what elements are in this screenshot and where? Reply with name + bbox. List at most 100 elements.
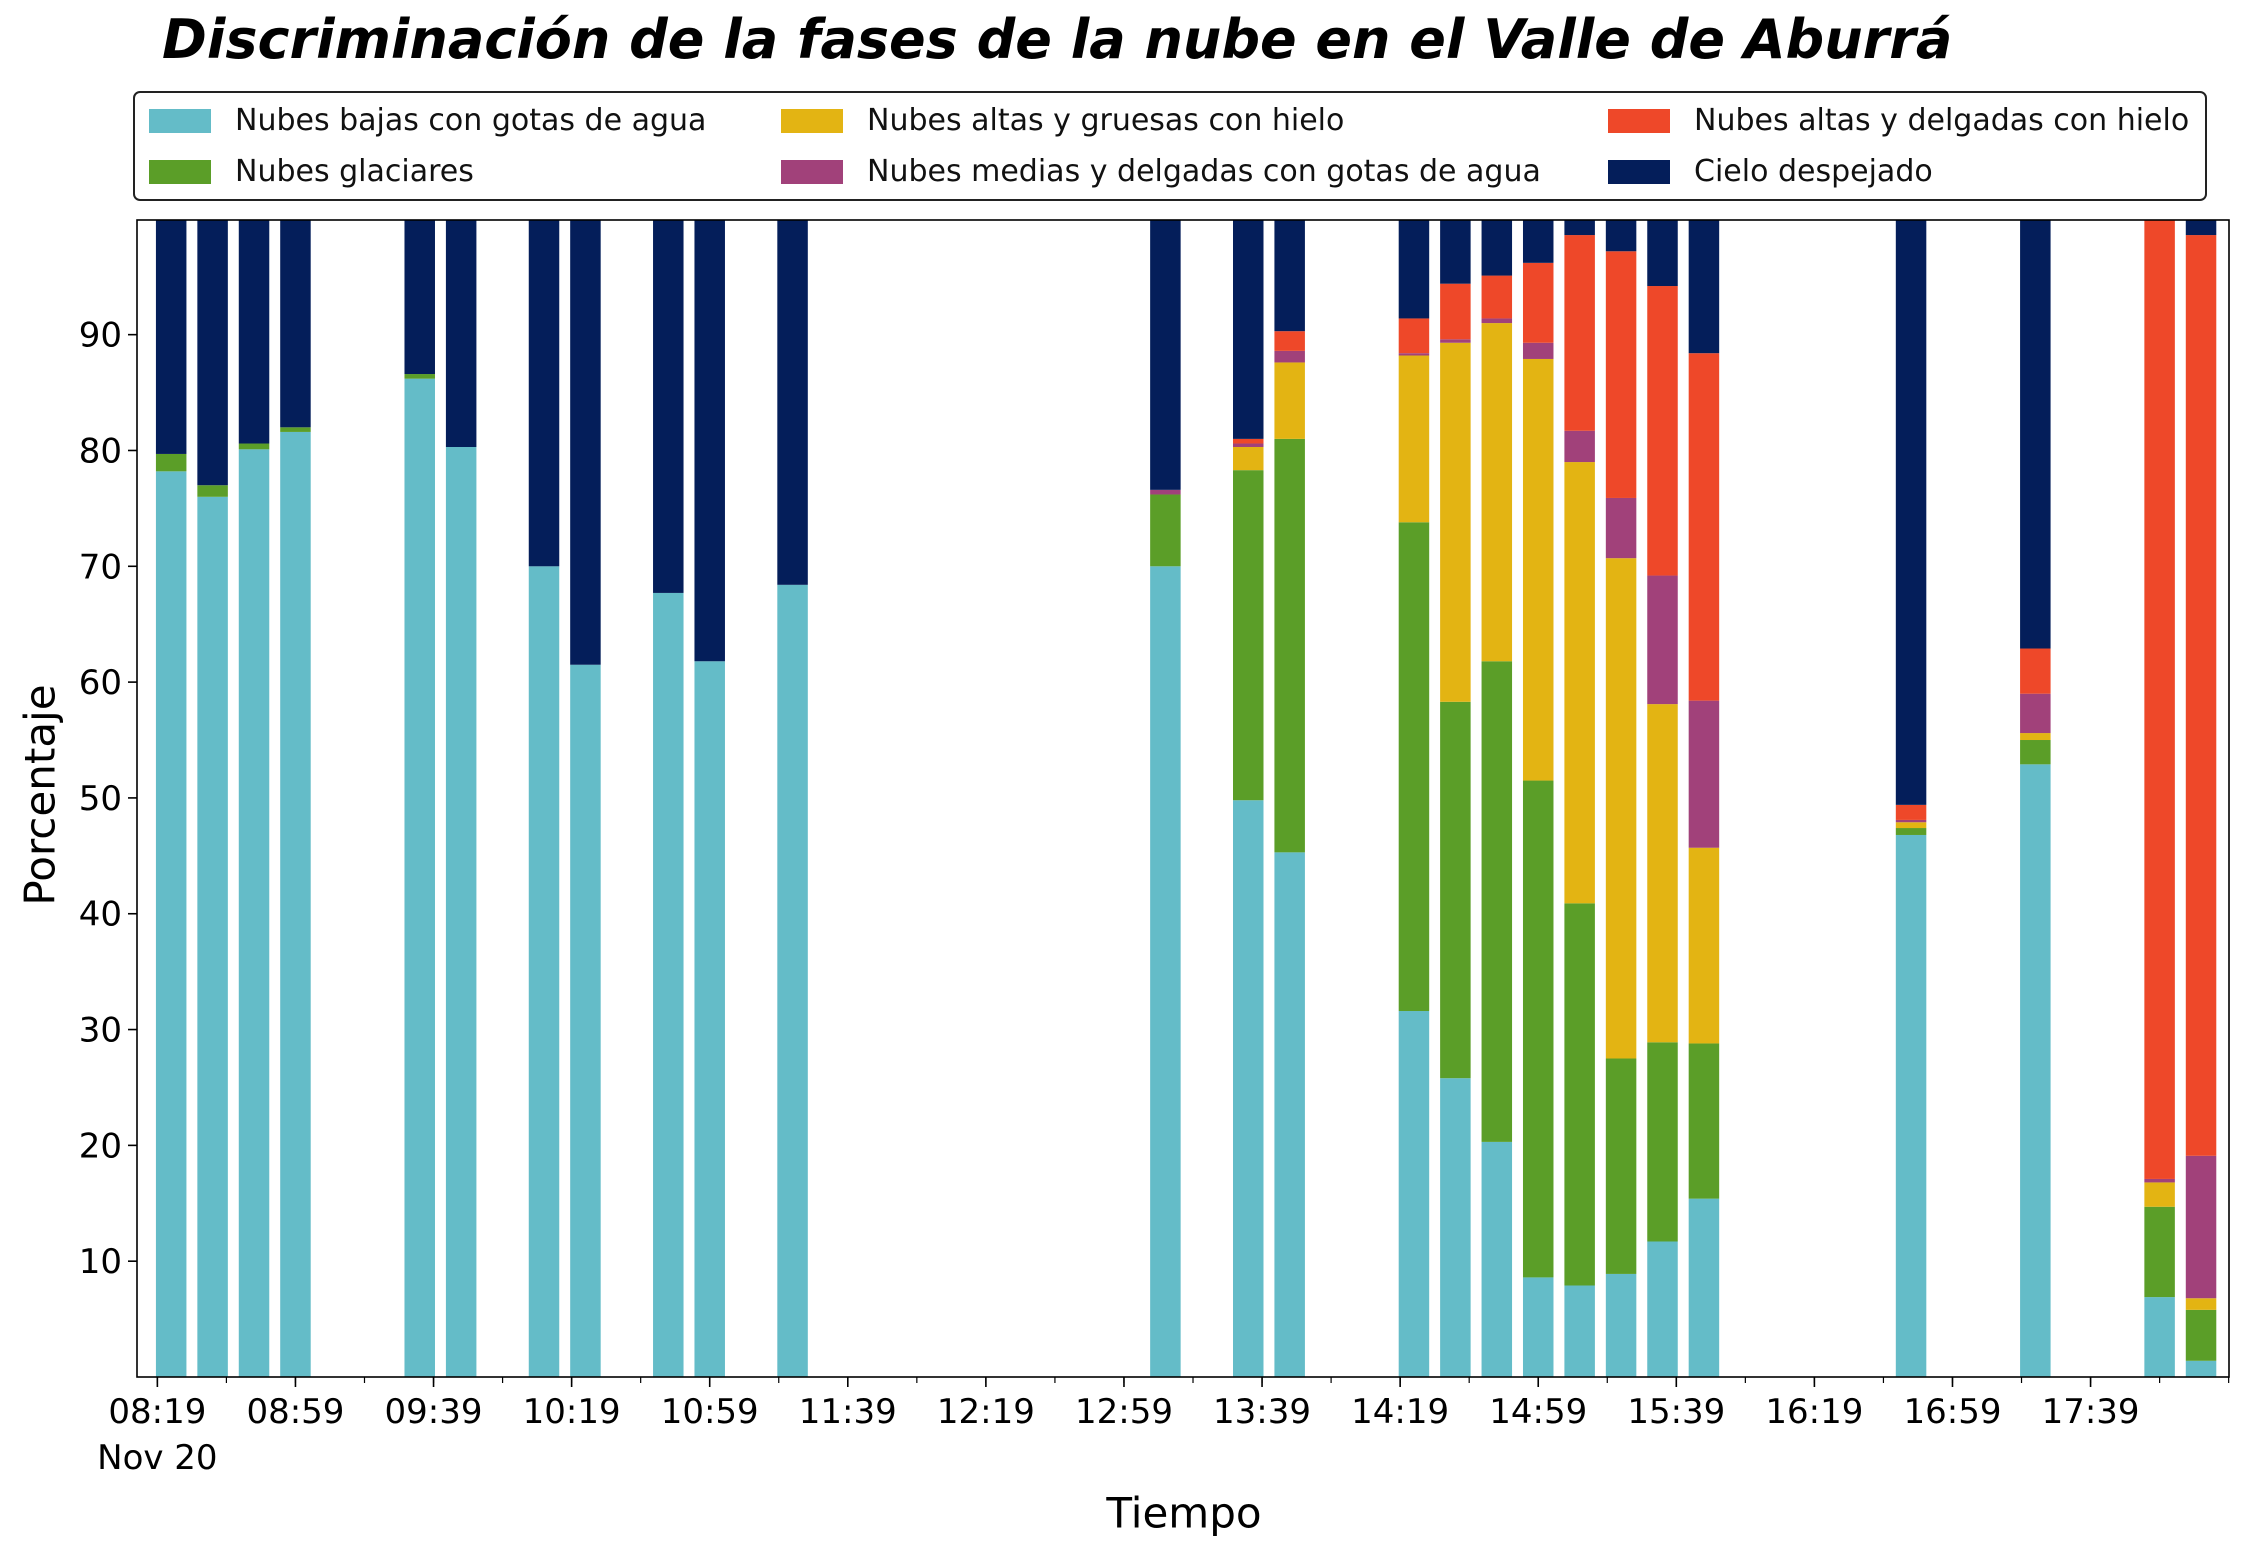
bar-segment-glaciares [2185,1309,2217,1361]
bar-segment-altas_gruesas [1481,323,1513,662]
bar-segment-glaciares [1150,494,1181,567]
bar-segment-glaciares [2144,1206,2175,1298]
bar-segment-despejado [1274,220,1305,332]
bar-segment-despejado [694,220,725,662]
bar-segment-glaciares [1647,1042,1678,1242]
bar-segment-altas_delgadas [1440,283,1471,340]
bar-segment-glaciares [197,485,228,497]
bar-segment-altas_gruesas [1647,704,1678,1043]
bar-segment-glaciares [1440,701,1471,1079]
legend: Nubes bajas con gotas de agua Nubes glac… [133,91,2207,201]
bar-segment-bajas [1688,1198,1720,1377]
bar-segment-glaciares [155,453,187,472]
bar-segment-medias [1564,430,1595,463]
bar-segment-medias [1274,350,1305,363]
x-tick-label: 11:39 [799,1392,897,1432]
legend-item-medias: Nubes medias y delgadas con gotas de agu… [781,154,1541,189]
bar-segment-medias [1647,575,1678,705]
bar-segment-despejado [155,220,187,454]
x-tick-label: 13:39 [1213,1392,1311,1432]
x-tick-sublabel: Nov 20 [97,1438,217,1478]
bar-segment-despejado [1150,220,1181,490]
bar-segment-bajas [2144,1297,2175,1377]
bar-segment-bajas [777,584,808,1377]
bar-segment-altas_delgadas [1398,318,1430,354]
bar-segment-despejado [528,220,560,567]
bar-segment-despejado [445,220,477,447]
bar-segment-glaciares [1605,1058,1637,1274]
bar-segment-bajas [1647,1241,1678,1377]
legend-item-glaciares: Nubes glaciares [149,154,474,189]
bar-segment-bajas [694,661,725,1377]
bar-segment-glaciares [1233,470,1264,801]
x-tick-label: 08:19 [108,1392,206,1432]
bar-segment-altas_gruesas [2020,733,2051,741]
legend-swatch-altas-gruesas [781,108,843,133]
y-tick-label: 40 [79,895,122,935]
bar-segment-despejado [1398,220,1430,319]
bar-segment-despejado [653,220,684,593]
bar-segment-medias [1233,443,1264,447]
y-tick-label: 20 [79,1126,122,1166]
bar-segment-bajas [1481,1141,1513,1377]
legend-swatch-bajas [149,108,211,133]
bar-segment-bajas [1605,1273,1637,1377]
bar-segment-altas_delgadas [2144,220,2175,1179]
bar-segment-medias [2185,1155,2217,1299]
bar-segment-altas_gruesas [1688,847,1720,1044]
bar-segment-glaciares [404,374,435,379]
legend-item-despejado: Cielo despejado [1608,154,1933,189]
bar-segment-bajas [445,447,477,1377]
bar-segment-medias [1522,342,1554,359]
bar-segment-medias [2144,1178,2175,1183]
bar-segment-medias [1150,489,1181,495]
bar-segment-bajas [280,431,311,1377]
x-tick-label: 12:19 [937,1392,1035,1432]
chart-title: Discriminación de la fases de la nube en… [162,8,1953,71]
legend-label: Nubes bajas con gotas de agua [235,103,707,138]
bar-segment-bajas [155,471,187,1377]
bar-segment-glaciares [1398,522,1430,1012]
bar-segment-despejado [2185,220,2217,236]
legend-item-altas-gruesas: Nubes altas y gruesas con hielo [781,103,1344,138]
bar-segment-glaciares [1688,1043,1720,1199]
bar-segment-bajas [528,566,560,1377]
legend-swatch-medias [781,159,843,184]
x-tick-label: 16:59 [1903,1392,2001,1432]
bar-segment-altas_delgadas [1895,804,1927,820]
x-tick-label: 15:39 [1627,1392,1725,1432]
bar-segment-despejado [777,220,808,585]
bar-segment-medias [1481,318,1513,324]
bar-segment-medias [1688,700,1720,848]
bar-segment-altas_gruesas [1895,822,1927,829]
bars-layer [155,220,2217,1377]
bar-segment-despejado [238,220,270,444]
bar-segment-despejado [1647,220,1678,287]
bar-segment-despejado [1688,220,1720,354]
bar-segment-altas_delgadas [1233,438,1264,444]
y-axis-label: Porcentaje [15,684,65,906]
bar-segment-bajas [1564,1285,1595,1377]
legend-label: Nubes glaciares [235,154,474,189]
bar-segment-altas_gruesas [1564,462,1595,904]
bar-segment-despejado [1605,220,1637,252]
bar-segment-bajas [238,449,270,1377]
bar-segment-despejado [1233,220,1264,439]
bar-segment-bajas [2185,1360,2217,1377]
y-tick-label: 30 [79,1011,122,1051]
legend-label: Nubes medias y delgadas con gotas de agu… [867,154,1541,189]
legend-swatch-altas-delgadas [1608,108,1670,133]
bar-segment-altas_delgadas [1522,262,1554,343]
bar-segment-glaciares [1564,903,1595,1286]
bar-segment-despejado [1895,220,1927,805]
bar-segment-altas_gruesas [1605,558,1637,1059]
bar-segment-bajas [1150,566,1181,1377]
bar-segment-despejado [1481,220,1513,276]
bar-segment-despejado [2020,220,2051,649]
bar-segment-altas_delgadas [1564,235,1595,431]
bar-segment-glaciares [1481,661,1513,1142]
bar-segment-glaciares [280,427,311,432]
bar-segment-despejado [1440,220,1471,284]
bar-segment-altas_delgadas [1274,331,1305,351]
